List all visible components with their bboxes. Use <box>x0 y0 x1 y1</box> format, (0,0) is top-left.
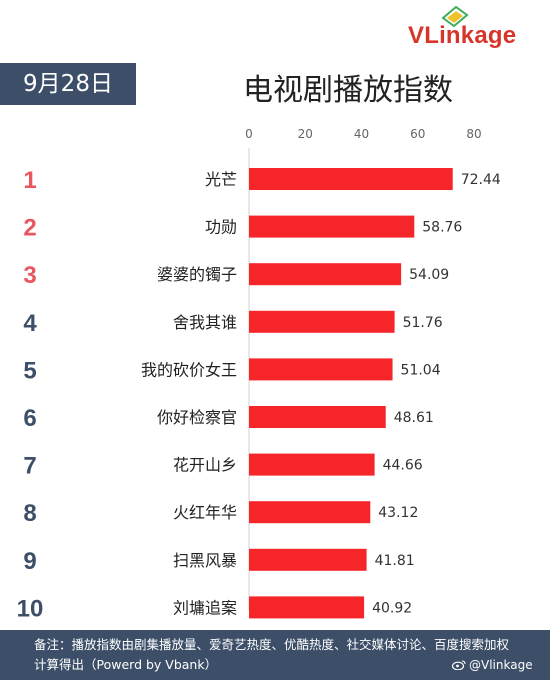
bar <box>249 596 365 619</box>
footer-banner: 备注：播放指数由剧集播放量、爱奇艺热度、优酷热度、社交媒体讨论、百度搜索加权计算… <box>0 630 550 680</box>
value-label: 54.09 <box>409 267 449 283</box>
x-tick-label: 0 <box>245 127 253 141</box>
value-label: 44.66 <box>383 458 423 474</box>
x-tick-label: 60 <box>410 127 425 141</box>
rank-label: 3 <box>23 262 36 289</box>
value-label: 51.76 <box>403 315 443 331</box>
value-label: 40.92 <box>372 600 412 616</box>
rank-label: 10 <box>17 595 44 622</box>
logo-frame-icon <box>441 6 469 28</box>
chart-title: 电视剧播放指数 <box>243 73 453 108</box>
category-label: 火红年华 <box>173 503 237 522</box>
value-label: 41.81 <box>375 553 415 569</box>
bar <box>249 453 375 476</box>
rank-label: 6 <box>23 405 36 432</box>
x-tick-label: 20 <box>298 127 313 141</box>
rank-label: 5 <box>23 357 36 384</box>
category-label: 你好检察官 <box>157 408 237 427</box>
bar-chart: 0 20 40 60 80 1 光芒 72.44 2 功勋 58.76 3 婆婆的镯子 54.09 4 舍我其… <box>17 127 501 622</box>
bar <box>249 548 367 571</box>
x-tick-label: 80 <box>466 127 481 141</box>
vlinkage-logo: VLinkage <box>408 6 536 52</box>
date-badge: 9月28日 <box>0 63 136 105</box>
category-label: 光芒 <box>205 170 237 189</box>
value-label: 51.04 <box>401 362 441 378</box>
value-label: 43.12 <box>378 505 418 521</box>
bar <box>249 501 371 524</box>
category-label: 我的砍价女王 <box>141 360 237 379</box>
rank-label: 1 <box>23 167 36 194</box>
category-label: 舍我其谁 <box>173 313 237 332</box>
bar <box>249 310 395 333</box>
weibo-handle-text: @Vlinkage <box>469 658 533 672</box>
rank-label: 8 <box>23 500 36 527</box>
bar <box>249 263 402 286</box>
rank-label: 2 <box>23 215 36 242</box>
category-label: 扫黑风暴 <box>173 551 237 570</box>
x-tick-label: 40 <box>354 127 369 141</box>
bar <box>249 168 453 190</box>
rank-label: 9 <box>23 548 36 575</box>
category-label: 刘墉追案 <box>173 598 237 617</box>
logo-text: VLinkage <box>408 22 517 49</box>
category-label: 功勋 <box>205 218 237 237</box>
rank-label: 7 <box>23 453 36 480</box>
bar <box>249 215 415 238</box>
footer-note: 备注：播放指数由剧集播放量、爱奇艺热度、优酷热度、社交媒体讨论、百度搜索加权计算… <box>34 637 510 672</box>
value-label: 48.61 <box>394 410 434 426</box>
weibo-icon <box>452 660 466 670</box>
category-label: 婆婆的镯子 <box>157 265 237 284</box>
category-label: 花开山乡 <box>173 456 237 475</box>
bar <box>249 358 393 381</box>
value-label: 58.76 <box>422 220 462 236</box>
value-label: 72.44 <box>461 172 501 188</box>
weibo-handle: @Vlinkage <box>452 658 533 672</box>
bar <box>249 406 386 428</box>
rank-label: 4 <box>23 310 37 337</box>
